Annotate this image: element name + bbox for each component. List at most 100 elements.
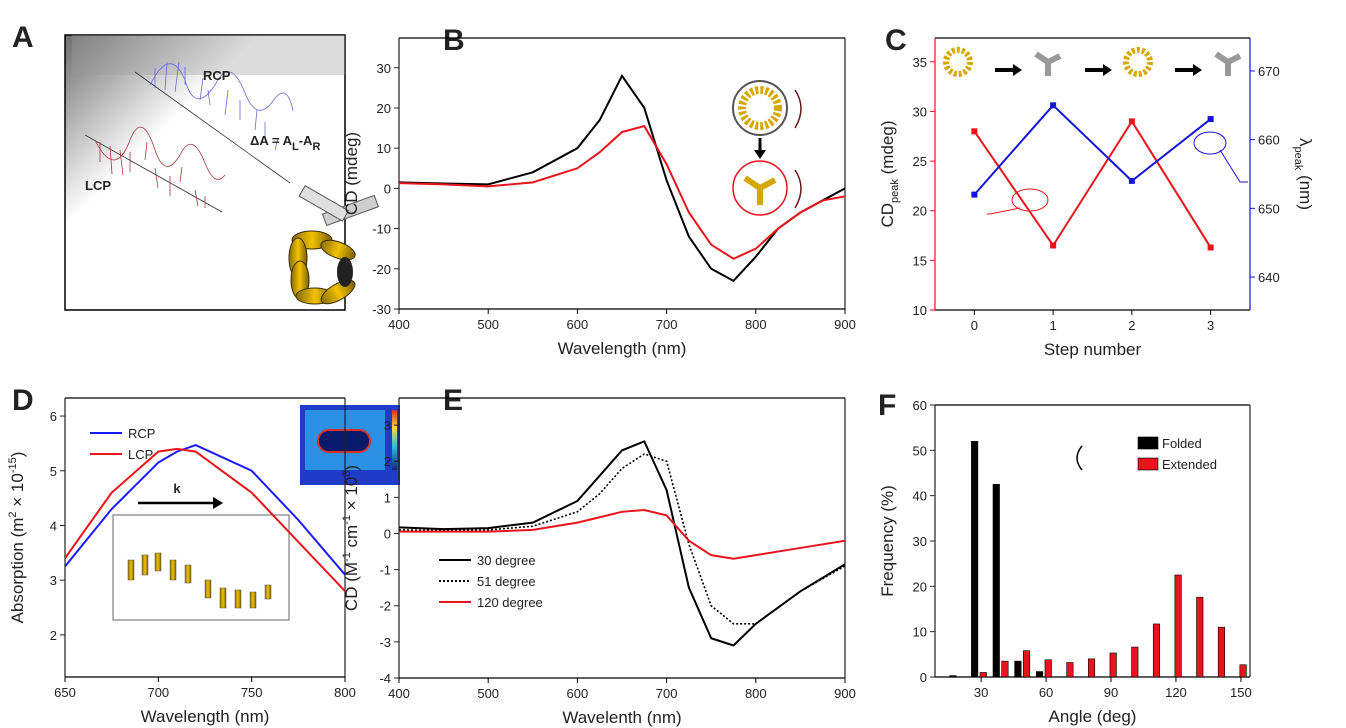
label-part: cm — [342, 525, 361, 552]
y-tick-label: -3 — [379, 635, 391, 650]
panel-label: C — [885, 24, 907, 57]
label-part: -15 — [7, 457, 19, 473]
shade — [72, 35, 345, 75]
series-line — [399, 453, 845, 625]
y-tick-label: -30 — [372, 302, 391, 317]
label-part: peak — [1292, 146, 1304, 170]
bar — [1239, 664, 1247, 678]
panel-label: F — [878, 389, 896, 422]
panel-label: A — [12, 21, 34, 54]
illustration — [64, 34, 379, 311]
point — [1207, 116, 1214, 123]
y-axis-label: CD (M-1 cm-1 × 108) — [341, 465, 361, 611]
y-tick-label: 35 — [913, 55, 927, 70]
label-part: Absorption (m — [8, 518, 27, 624]
y-tick-label: 60 — [913, 398, 927, 413]
y-axis-label: Frequency (%) — [878, 485, 897, 596]
rcp-helix — [134, 61, 294, 184]
x-axis-label: Wavelenth (nm) — [562, 708, 681, 727]
series-line — [399, 124, 845, 260]
bar — [971, 440, 979, 678]
x-tick-label: 60 — [1039, 685, 1053, 700]
x-tick-label: 500 — [477, 317, 499, 332]
series-line — [399, 508, 845, 560]
x-tick-label: 700 — [656, 317, 678, 332]
label-part: R — [312, 141, 320, 153]
bar — [1217, 626, 1225, 678]
y-tick-label: 25 — [913, 154, 927, 169]
y-tick-label: 0 — [384, 526, 391, 541]
point — [1050, 242, 1057, 249]
series-line — [973, 119, 1212, 248]
series-line — [65, 447, 345, 592]
panel-label: B — [443, 24, 465, 57]
y-tick-label: 2 — [384, 454, 391, 469]
x-tick-label: 600 — [567, 317, 589, 332]
d-insets — [112, 405, 400, 621]
y-tick-label: 40 — [913, 489, 927, 504]
legend-label: 120 degree — [477, 595, 543, 610]
series-line — [973, 103, 1212, 196]
bar — [1131, 646, 1139, 678]
bar — [1023, 650, 1031, 678]
series-line — [65, 443, 345, 576]
label-part: × 10 — [8, 473, 27, 511]
bar — [1036, 671, 1044, 678]
lcp-label: LCP — [85, 178, 111, 193]
y-tick-label: -10 — [372, 222, 391, 237]
x-tick-label: 120 — [1165, 685, 1187, 700]
equation: ΔA = AL-AR — [250, 133, 320, 153]
label-part: λ — [1296, 138, 1315, 147]
y-tick-label: 0 — [920, 670, 927, 685]
y-tick-label: 10 — [377, 141, 391, 156]
x-tick-label: 30 — [974, 685, 988, 700]
x-tick-label: 1 — [1050, 318, 1057, 333]
y-tick-label: 50 — [913, 443, 927, 458]
bar — [949, 675, 957, 678]
bar — [1087, 658, 1096, 678]
label-part: ) — [342, 465, 361, 471]
label-part: ΔA = A — [250, 133, 293, 148]
label-part: × 10 — [342, 477, 361, 515]
legend-swatch — [1137, 436, 1159, 450]
x-tick-label: 900 — [834, 317, 856, 332]
label-part: -1 — [341, 515, 353, 525]
y-tick-label: 15 — [913, 253, 927, 268]
y2-axis-label: λpeak (nm) — [1292, 138, 1315, 210]
series-line — [399, 440, 845, 647]
legend-label: Extended — [1162, 457, 1217, 472]
label-part: (mdeg) — [878, 121, 897, 180]
point — [1128, 118, 1135, 125]
bar — [979, 672, 987, 678]
y-axis-label: Absorption (m2 × 10-15) — [7, 452, 27, 624]
y-tick-label: 3 — [384, 418, 391, 433]
x-tick-label: 400 — [388, 686, 410, 701]
x-tick-label: 750 — [241, 685, 263, 700]
label-part: -A — [299, 133, 313, 148]
label-part: CD — [878, 203, 897, 228]
point — [971, 191, 978, 198]
x-tick-label: 90 — [1104, 685, 1118, 700]
y-tick-label: 6 — [50, 409, 57, 424]
label-part: 2 — [7, 511, 19, 517]
y-tick-label: -2 — [379, 599, 391, 614]
c-icons — [943, 47, 1248, 215]
label-part: (nm) — [1296, 170, 1315, 210]
y-tick-label: 30 — [913, 534, 927, 549]
x-axis-label: Angle (deg) — [1049, 707, 1137, 726]
x-tick-label: 400 — [388, 317, 410, 332]
x-axis-label: Wavelength (nm) — [141, 707, 270, 726]
x-tick-label: 800 — [745, 317, 767, 332]
y-tick-label: 10 — [913, 625, 927, 640]
panel-label: D — [12, 384, 34, 417]
legend-label: RCP — [128, 426, 155, 441]
bar — [1014, 660, 1022, 678]
x-tick-label: 900 — [834, 686, 856, 701]
bar — [1152, 623, 1161, 678]
legend-label: 51 degree — [477, 574, 536, 589]
x-tick-label: 650 — [54, 685, 76, 700]
x-tick-label: 2 — [1128, 318, 1135, 333]
y-tick-label: 3 — [50, 573, 57, 588]
y-tick-label: 1 — [384, 490, 391, 505]
